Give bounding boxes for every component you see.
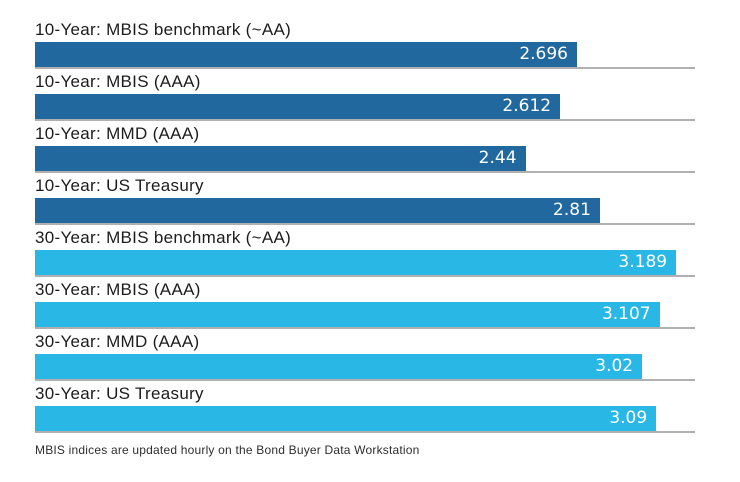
bar-label: 10-Year: MBIS benchmark (~AA) (35, 20, 292, 39)
bar-label: 30-Year: MMD (AAA) (35, 332, 200, 351)
chart-row: 10-Year: US Treasury 2.81 (35, 174, 695, 225)
chart-row: 10-Year: MBIS benchmark (~AA) 2.696 (35, 18, 695, 69)
bar-value-label: 3.02 (595, 356, 634, 376)
chart-footnote: MBIS indices are updated hourly on the B… (35, 443, 420, 457)
bar: 3.189 (35, 250, 677, 275)
chart-row: 30-Year: MBIS benchmark (~AA) 3.189 (35, 226, 695, 277)
bar-label: 30-Year: MBIS (AAA) (35, 280, 201, 299)
bar-label: 10-Year: MBIS (AAA) (35, 72, 201, 91)
bar-value-label: 2.81 (553, 200, 591, 220)
bar-track: 3.09 (35, 406, 695, 433)
bar-label: 30-Year: MBIS benchmark (~AA) (35, 228, 292, 247)
bar-track: 2.44 (35, 146, 695, 173)
bar-value-label: 2.44 (478, 148, 517, 168)
bar: 3.107 (35, 302, 660, 327)
bar-value-label: 2.612 (502, 96, 552, 116)
bar-track: 3.02 (35, 354, 695, 381)
bar: 3.09 (35, 406, 657, 431)
bar-track: 2.81 (35, 198, 695, 225)
bar-track: 3.107 (35, 302, 695, 329)
bar: 2.44 (35, 146, 526, 171)
bar-value-label: 3.09 (609, 408, 648, 428)
chart-row: 30-Year: MBIS (AAA) 3.107 (35, 278, 695, 329)
bar-label: 10-Year: US Treasury (35, 176, 204, 195)
chart-row: 10-Year: MBIS (AAA) 2.612 (35, 70, 695, 121)
bar-value-label: 2.696 (519, 44, 568, 64)
bar-track: 2.696 (35, 42, 695, 69)
bar-track: 3.189 (35, 250, 695, 277)
bar-value-label: 3.189 (618, 252, 668, 272)
chart-rows: 10-Year: MBIS benchmark (~AA) 2.696 10-Yea… (35, 18, 695, 433)
bar-label: 30-Year: US Treasury (35, 384, 204, 403)
bar-track: 2.612 (35, 94, 695, 121)
bar-value-label: 3.107 (601, 304, 651, 324)
bar: 2.81 (35, 198, 600, 223)
bar: 3.02 (35, 354, 643, 379)
bar-label: 10-Year: MMD (AAA) (35, 124, 200, 143)
bar: 2.612 (35, 94, 561, 119)
chart-row: 30-Year: MMD (AAA) 3.02 (35, 330, 695, 381)
chart-row: 30-Year: US Treasury 3.09 (35, 382, 695, 433)
chart-row: 10-Year: MMD (AAA) 2.44 (35, 122, 695, 173)
bar: 2.696 (35, 42, 577, 67)
